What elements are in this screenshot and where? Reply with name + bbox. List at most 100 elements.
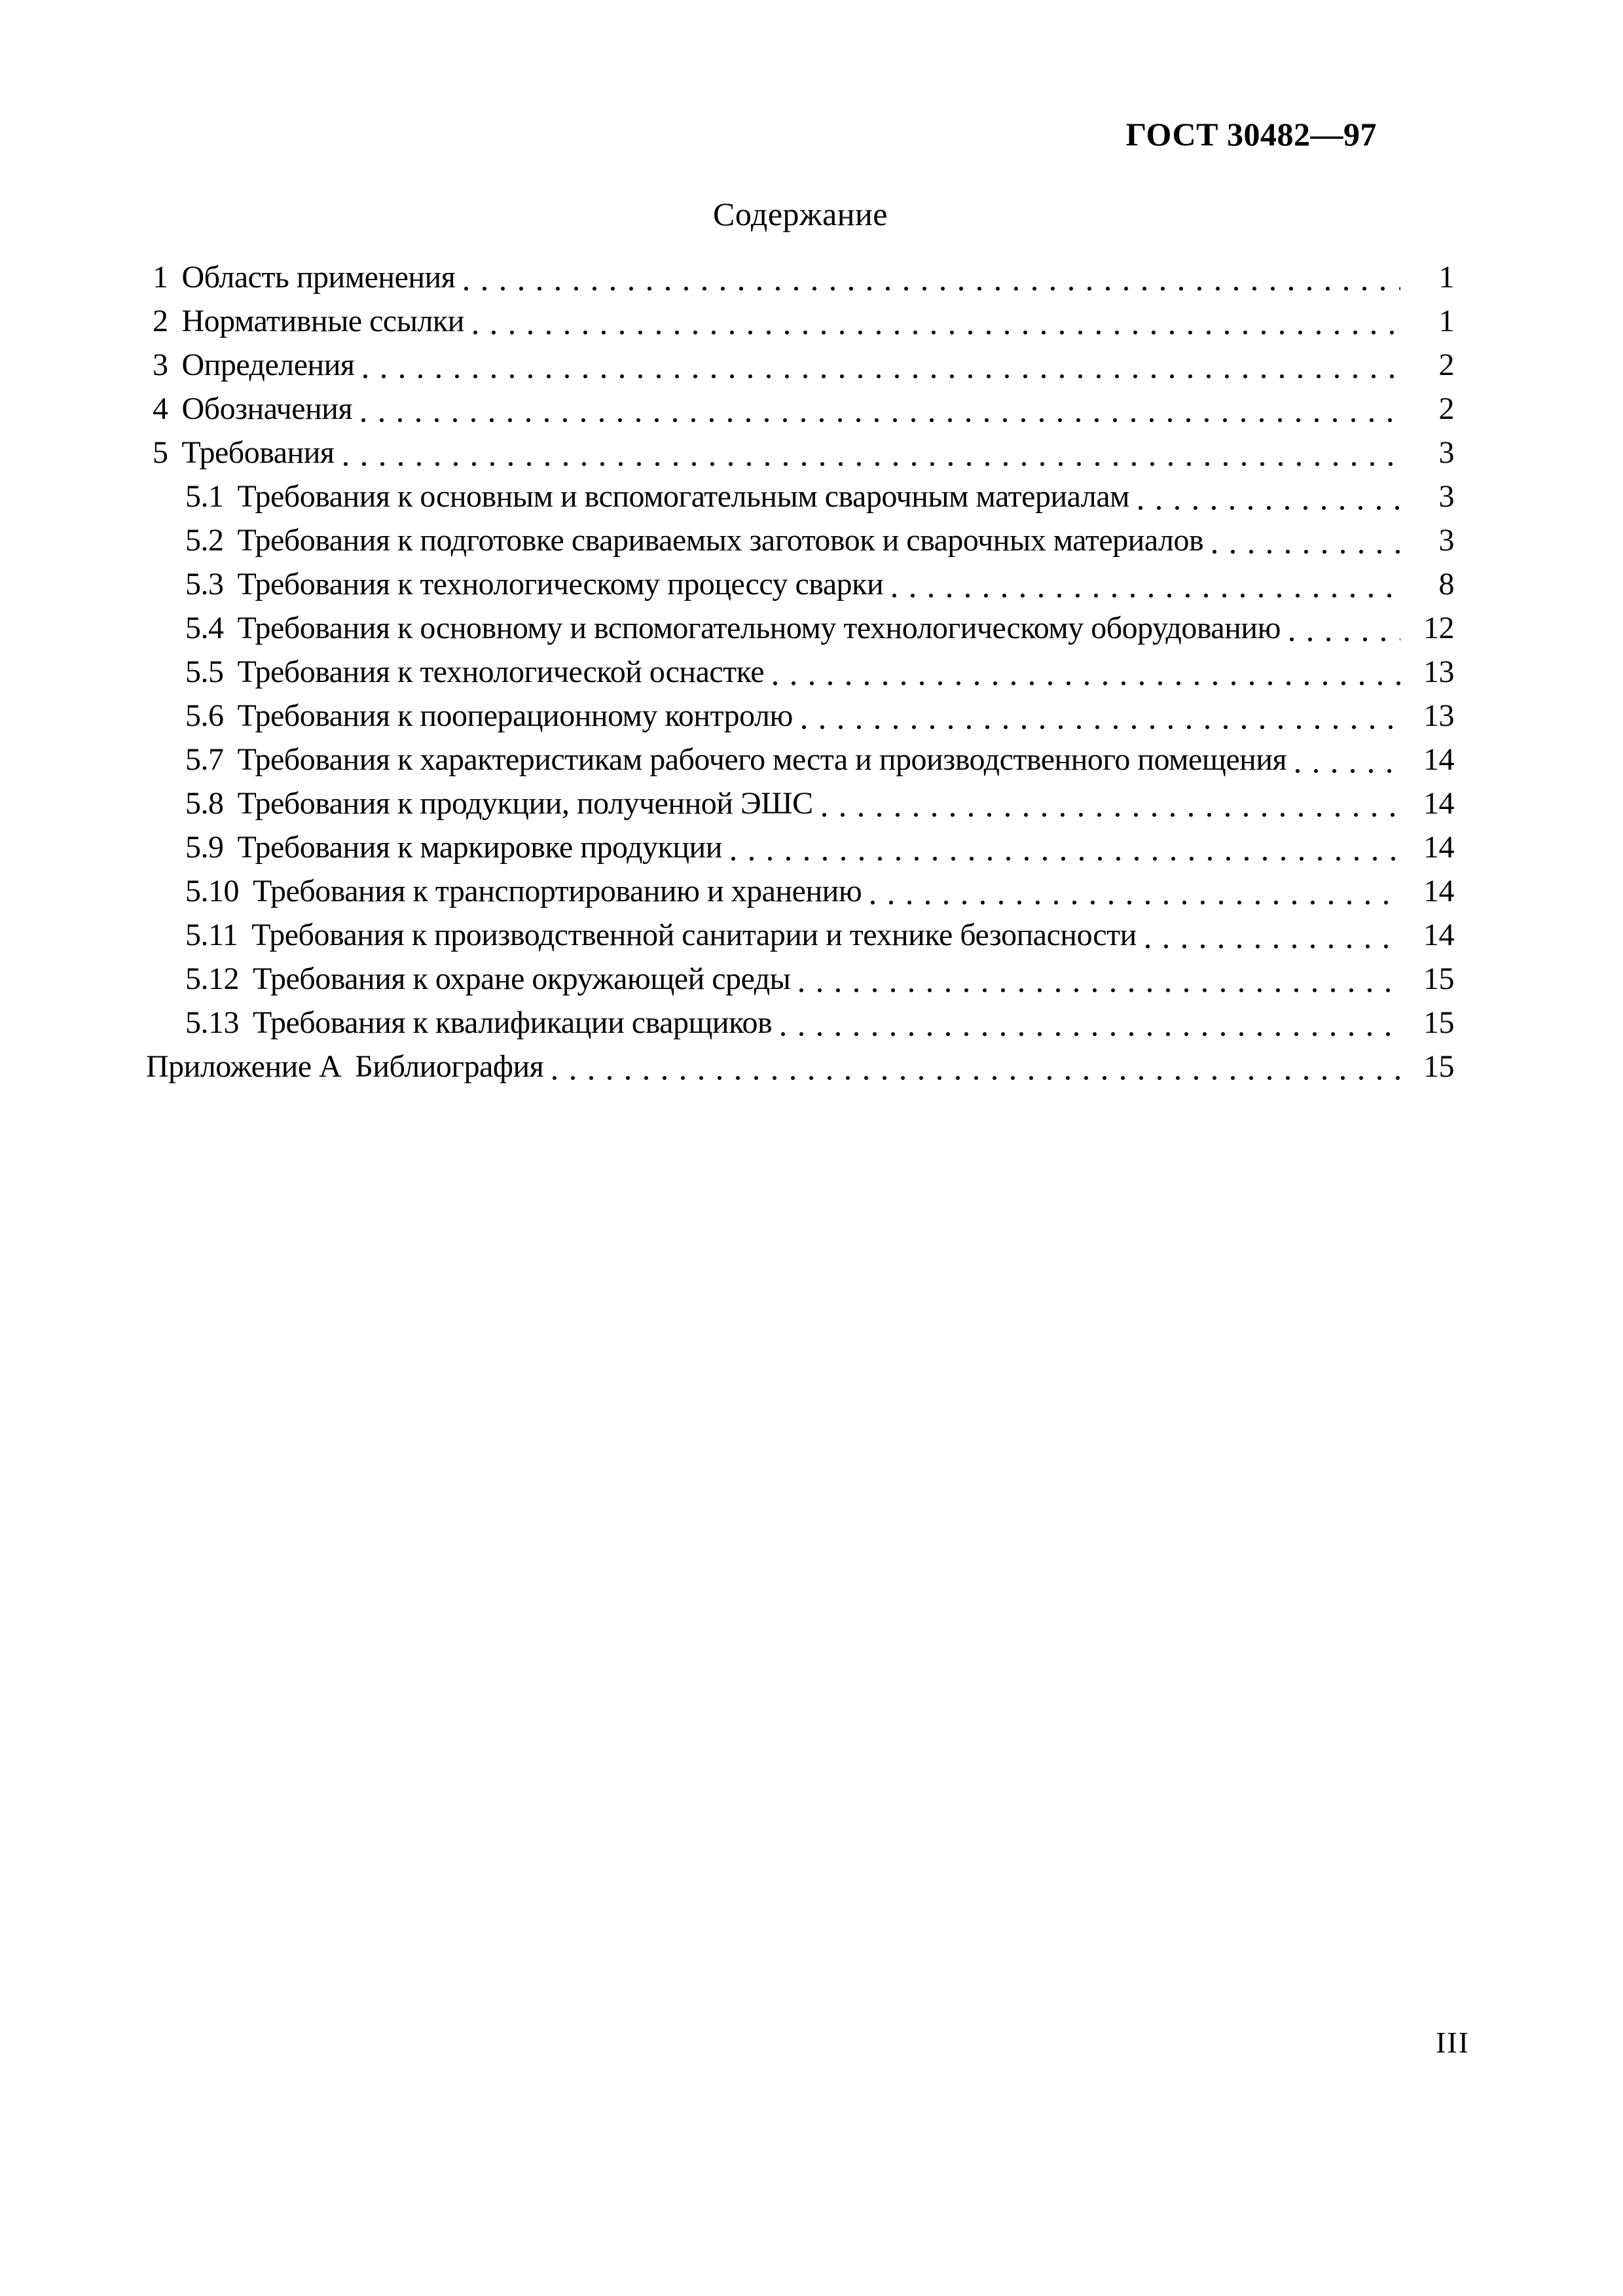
toc-entry-number: 5.1 (185, 479, 224, 514)
toc-entry: 5.7 Требования к характеристикам рабочег… (146, 738, 1455, 781)
toc-entry-label: Требования к транспортированию и хранени… (253, 874, 862, 908)
toc-entry-page: 15 (1423, 1049, 1455, 1084)
toc-entry-number: 5.6 (185, 698, 224, 733)
toc-entry: 5 Требования 3 (146, 431, 1455, 475)
toc-entry-page: 8 (1438, 567, 1455, 601)
toc-entry-label: Требования к основным и вспомогательным … (237, 479, 1130, 514)
toc-entry-number: 5.10 (185, 874, 240, 908)
toc-entry-page: 15 (1423, 1005, 1455, 1040)
toc-entry-label: Требования к технологической оснастке (237, 655, 765, 689)
toc-entry-label: Требования к маркировке продукции (237, 830, 722, 865)
toc-entry-page: 14 (1423, 830, 1455, 865)
toc-entry: 3 Определения 2 (146, 343, 1455, 387)
toc-entry: 5.2 Требования к подготовке свариваемых … (146, 518, 1455, 562)
dot-leader (1211, 518, 1400, 562)
toc-entry-label: Требования к продукции, полученной ЭШС (237, 786, 813, 821)
toc-entry-label: Требования к технологическому процессу с… (237, 567, 884, 601)
dot-leader (362, 343, 1400, 387)
dot-leader (1288, 606, 1400, 650)
toc-entry-page: 2 (1438, 391, 1455, 426)
toc-entry-label: Требования к основному и вспомогательном… (237, 611, 1281, 645)
dot-leader (798, 957, 1400, 1001)
dot-leader (729, 825, 1400, 869)
toc-entry-number: 5.12 (185, 961, 240, 996)
toc-entry: 5.3 Требования к технологическому процес… (146, 562, 1455, 606)
dot-leader (800, 694, 1400, 738)
dot-leader (772, 650, 1400, 694)
dot-leader (551, 1045, 1400, 1088)
toc-entry-label: Требования к подготовке свариваемых заго… (237, 523, 1204, 558)
toc-entry: 5.4 Требования к основному и вспомогател… (146, 606, 1455, 650)
toc-entry: Приложение А Библиография 15 (146, 1045, 1455, 1088)
toc-entry-label: Требования к производственной санитарии … (251, 918, 1137, 952)
toc-entry-page: 3 (1438, 435, 1455, 470)
toc-entry: 5.5 Требования к технологической оснастк… (146, 650, 1455, 694)
toc-entry: 5.8 Требования к продукции, полученной Э… (146, 781, 1455, 825)
toc-entry-number: 3 (153, 348, 168, 382)
toc-entry-number: 2 (153, 304, 168, 338)
dot-leader (1294, 738, 1400, 781)
toc-entry-page: 1 (1438, 260, 1455, 295)
dot-leader (820, 781, 1400, 825)
toc-entry-page: 13 (1423, 698, 1455, 733)
dot-leader (1144, 913, 1400, 957)
toc-entry-number: 5 (153, 435, 168, 470)
toc-entry-page: 12 (1423, 611, 1455, 645)
dot-leader (869, 869, 1400, 913)
toc-entry-page: 15 (1423, 961, 1455, 996)
toc-entry-number: 5.8 (185, 786, 224, 821)
toc-title: Содержание (713, 196, 888, 232)
toc-entry-number: 5.5 (185, 655, 224, 689)
toc-entry-label: Определения (181, 348, 355, 382)
toc-entry: 5.10 Требования к транспортированию и хр… (146, 869, 1455, 913)
dot-leader (780, 1001, 1400, 1045)
document-code: ГОСТ 30482—97 (1125, 116, 1377, 152)
toc-entry-number: 1 (153, 260, 168, 295)
toc-entry-label: Требования к квалификации сварщиков (253, 1005, 773, 1040)
dot-leader (463, 255, 1400, 299)
toc-entry-label: Область применения (181, 260, 456, 295)
toc-entry-page: 2 (1438, 348, 1455, 382)
toc-entry-label: Требования (181, 435, 335, 470)
toc-entry: 5.1 Требования к основным и вспомогатель… (146, 475, 1455, 518)
toc-entry-page: 14 (1423, 918, 1455, 952)
toc-entry-label: Требования к характеристикам рабочего ме… (237, 742, 1287, 777)
toc-entry: 2 Нормативные ссылки 1 (146, 299, 1455, 343)
page-number-roman: III (1436, 2026, 1470, 2059)
toc-entry-page: 3 (1438, 523, 1455, 558)
toc-entry-page: 3 (1438, 479, 1455, 514)
dot-leader (1137, 475, 1400, 518)
toc-entry: 1 Область применения 1 (146, 255, 1455, 299)
toc-entry-number: 5.3 (185, 567, 224, 601)
dot-leader (342, 431, 1400, 475)
toc-entry-number: 4 (153, 391, 168, 426)
toc-entry-number: 5.4 (185, 611, 224, 645)
toc-list: 1 Область применения 1 2 Нормативные ссы… (146, 255, 1455, 1088)
dot-leader (471, 299, 1400, 343)
toc-entry-label: Требования к пооперационному контролю (237, 698, 793, 733)
toc-entry-page: 14 (1423, 742, 1455, 777)
toc-entry-number: 5.11 (185, 918, 238, 952)
toc-entry-page: 1 (1438, 304, 1455, 338)
toc-entry: 5.12 Требования к охране окружающей сред… (146, 957, 1455, 1001)
toc-entry-label: Нормативные ссылки (181, 304, 464, 338)
toc-entry-number: 5.13 (185, 1005, 240, 1040)
toc-entry: 4 Обозначения 2 (146, 387, 1455, 431)
toc-entry: 5.13 Требования к квалификации сварщиков… (146, 1001, 1455, 1045)
toc-entry: 5.6 Требования к пооперационному контрол… (146, 694, 1455, 738)
toc-entry-number: 5.2 (185, 523, 224, 558)
toc-entry: 5.9 Требования к маркировке продукции 14 (146, 825, 1455, 869)
dot-leader (360, 387, 1400, 431)
toc-entry-label: Библиография (355, 1049, 544, 1084)
toc-entry-number: Приложение А (146, 1049, 342, 1084)
toc-entry-label: Обозначения (181, 391, 353, 426)
toc-entry-label: Требования к охране окружающей среды (253, 961, 791, 996)
toc-entry-number: 5.7 (185, 742, 224, 777)
toc-entry-page: 13 (1423, 655, 1455, 689)
dot-leader (891, 562, 1400, 606)
toc-entry: 5.11 Требования к производственной санит… (146, 913, 1455, 957)
toc-entry-page: 14 (1423, 786, 1455, 821)
toc-entry-page: 14 (1423, 874, 1455, 908)
toc-entry-number: 5.9 (185, 830, 224, 865)
